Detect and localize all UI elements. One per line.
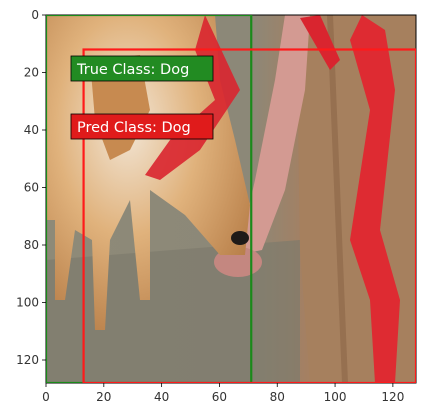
x-tick-label: 60 [212, 390, 227, 404]
y-tick-label: 40 [24, 123, 39, 137]
x-tick-label: 120 [381, 390, 404, 404]
true-class-box [46, 15, 253, 383]
pred-class-badge: Pred Class: Dog [70, 113, 214, 140]
y-axis: 0 20 40 60 80 100 120 [16, 8, 46, 367]
y-tick-label: 20 [24, 66, 39, 80]
x-tick-label: 20 [96, 390, 111, 404]
x-axis: 0 20 40 60 80 100 120 [42, 383, 404, 404]
pred-class-label: Pred Class: Dog [77, 120, 191, 136]
leash-strap [300, 15, 340, 70]
x-tick-label: 80 [270, 390, 285, 404]
y-tick-label: 120 [16, 353, 39, 367]
x-tick-label: 100 [324, 390, 347, 404]
pred-class-box [82, 48, 416, 383]
x-tick-label: 0 [42, 390, 50, 404]
dog-nose [231, 231, 249, 245]
x-tick-label: 40 [154, 390, 169, 404]
leash [145, 15, 240, 180]
true-class-label: True Class: Dog [76, 62, 189, 78]
y-tick-label: 80 [24, 238, 39, 252]
trousers-fold [327, 15, 348, 383]
true-class-badge: True Class: Dog [70, 55, 214, 82]
y-tick-label: 100 [16, 296, 39, 310]
leash-loop [350, 15, 400, 383]
y-tick-label: 0 [31, 8, 39, 22]
y-tick-label: 60 [24, 181, 39, 195]
arm [238, 15, 310, 255]
bounding-boxes [46, 15, 416, 383]
